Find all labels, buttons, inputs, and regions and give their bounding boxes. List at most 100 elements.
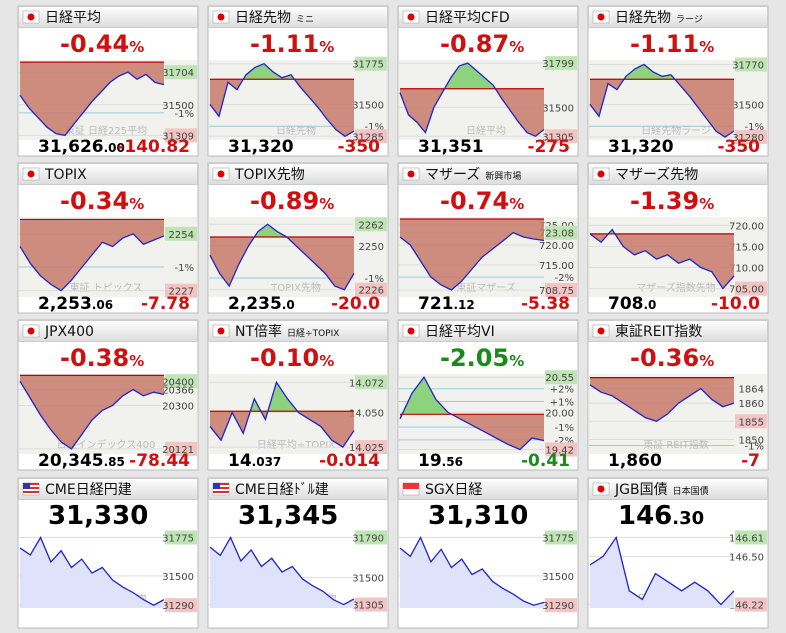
delta: -7.78: [141, 294, 190, 314]
change-unit: %: [699, 38, 714, 56]
change-unit: %: [699, 195, 714, 213]
tile: 日経先物 ラージ -1.11% 日経先物ラージ 31770 31500 -1%31280 31…: [587, 5, 769, 157]
tile: マザーズ新興市場-0.74%東証マザーズ725.00723.08720.0071…: [397, 162, 579, 314]
y-tick-label: 31500: [162, 572, 194, 583]
price-line: [399, 535, 545, 606]
y-tick-label: 1855: [739, 417, 764, 428]
tick-label-bg: [165, 598, 197, 613]
y-tick-label: 1864: [739, 385, 764, 396]
y-tick-label: 31500: [732, 100, 764, 111]
tile-header: [18, 6, 198, 28]
tile: CME日経円建GLOBEX日経先物31775315003129031,330: [17, 477, 199, 629]
delta: -20.0: [331, 294, 380, 314]
tick-label-bg: [165, 128, 197, 143]
tick-label-bg: [545, 442, 577, 457]
price: 2,253.06: [38, 294, 113, 314]
tick-label-bg: [545, 129, 577, 144]
price-int: 31,310: [428, 501, 528, 531]
change: -0.36%: [630, 344, 714, 372]
price-dec: .85: [104, 455, 125, 469]
y-tick-label: 705.00: [729, 285, 764, 296]
change-unit: %: [129, 195, 144, 213]
area-above: [400, 377, 544, 415]
price-line: [209, 62, 355, 138]
price-int: 2,235: [228, 294, 282, 314]
watermark: 日経先物ラージ: [641, 124, 711, 137]
y-tick-label: 720.00: [729, 221, 764, 232]
y-tick-label: -1%: [745, 442, 764, 453]
price-int: 1,860: [608, 451, 662, 471]
y-tick-label: 31309: [162, 131, 194, 142]
tile-header: [208, 478, 388, 500]
flag: [22, 324, 40, 338]
y-tick-label: 20400: [162, 377, 194, 388]
y-tick-label: -2%: [555, 436, 574, 447]
tile-name: CME日経円建: [45, 482, 132, 498]
y-tick-label: -1%: [365, 274, 384, 285]
tick-label-bg: [545, 370, 577, 385]
price-line: [209, 223, 355, 291]
tick-label-bg: [165, 65, 197, 80]
price-dec: .037: [252, 455, 282, 469]
tile: SGX日経SGX日経先物31775315003129031,310: [397, 477, 579, 629]
tile-name: JGB国債 日本国債: [614, 482, 709, 498]
price-line: [19, 233, 165, 292]
tick-label-bg: [545, 530, 577, 545]
tick-label-bg: [355, 440, 387, 455]
sub-name: 日経÷TOPIX: [287, 327, 339, 339]
price-dec: .56: [442, 455, 463, 469]
price-line: [19, 380, 165, 450]
change-unit: %: [319, 38, 334, 56]
area-above: [400, 63, 544, 89]
tick-label-bg: [735, 281, 767, 296]
price-line: [589, 535, 735, 606]
area-below: [400, 414, 544, 450]
flag-sun: [407, 327, 415, 335]
y-tick-label: 31799: [542, 59, 574, 70]
y-tick-label: 31500: [352, 100, 384, 111]
name: 日経先物: [235, 10, 291, 26]
tile-name: SGX日経: [425, 482, 482, 498]
tile-name: CME日経ﾄﾞﾙ建: [235, 482, 329, 498]
name: CME日経ﾄﾞﾙ建: [235, 482, 329, 498]
change-value: -1.11: [250, 30, 319, 58]
change-value: -1.11: [630, 30, 699, 58]
delta: -10.0: [711, 294, 760, 314]
tick-label-bg: [355, 217, 387, 232]
tile-header: [398, 320, 578, 342]
price: 20,345.85: [38, 451, 125, 471]
change: -1.11%: [250, 30, 334, 58]
flag: [212, 482, 230, 496]
change-value: -0.10: [250, 344, 319, 372]
flag: [402, 10, 420, 24]
price-line: [399, 375, 545, 451]
tile-header: [588, 478, 768, 500]
flag-sun: [597, 327, 605, 335]
tick-label-bg: [355, 597, 387, 612]
area-above: [210, 382, 354, 412]
flag-sun: [597, 13, 605, 21]
price: 14.037: [228, 451, 281, 471]
price-dec: .30: [672, 508, 704, 529]
tick-label-bg: [355, 282, 387, 297]
change-value: -0.36: [630, 344, 699, 372]
change: -0.10%: [250, 344, 334, 372]
tile-name: 日経先物 ラージ: [615, 10, 703, 26]
change-unit: %: [319, 195, 334, 213]
tile-header: [208, 6, 388, 28]
tick-label-bg: [355, 375, 387, 390]
sub-name: 新興市場: [485, 170, 521, 182]
y-tick-label: 14.072: [349, 378, 384, 389]
tile: マザーズ先物 -1.39% マザーズ指数先物 720.00 715.00 710.00 70…: [587, 162, 769, 314]
price: 1,860: [608, 451, 662, 471]
price: 2,235.0: [228, 294, 295, 314]
name: JPX400: [44, 324, 94, 340]
price-int: 14: [228, 451, 252, 471]
tile-header: [588, 320, 768, 342]
price: 708.0: [608, 294, 656, 314]
y-tick-label: 31290: [162, 601, 194, 612]
sub-name: ミニ: [296, 15, 314, 25]
y-tick-label: 31500: [162, 101, 194, 112]
sub-name: 日本国債: [673, 485, 709, 497]
